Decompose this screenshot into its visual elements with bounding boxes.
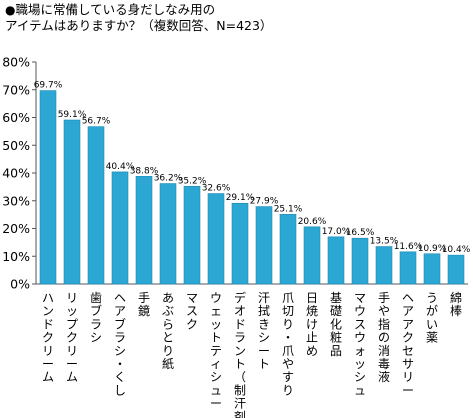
data-label: 13.5%	[370, 237, 399, 247]
data-label: 16.5%	[346, 228, 375, 238]
bar	[135, 176, 153, 285]
bar	[63, 119, 81, 285]
data-label: 32.6%	[202, 184, 231, 194]
data-label: 25.1%	[274, 204, 303, 214]
y-tick-label: 10%	[2, 249, 30, 264]
bar	[231, 202, 249, 285]
chart-title-line-2: アイテムはありますか？（複数回答、N=423）	[5, 18, 272, 34]
title-text-1: 職場に常備している身だしなみ用の	[15, 2, 216, 17]
bar	[375, 246, 393, 285]
bar	[399, 251, 417, 285]
chart-title: ●職場に常備している身だしなみ用の アイテムはありますか？（複数回答、N=423…	[5, 2, 272, 34]
title-text-2: アイテムはありますか？（複数回答、N=423）	[5, 18, 273, 33]
bar	[111, 171, 129, 285]
data-label: 59.1%	[58, 110, 87, 120]
category-label: あぶらとり紙	[162, 291, 174, 371]
data-label: 56.7%	[82, 117, 111, 127]
data-label: 11.6%	[394, 242, 423, 252]
bar	[447, 254, 465, 285]
bar	[279, 214, 297, 285]
data-label: 10.9%	[418, 244, 447, 254]
category-label: 基礎化粧品	[330, 291, 342, 358]
data-label: 27.9%	[250, 197, 279, 207]
data-label: 17.0%	[322, 227, 351, 237]
data-label: 36.2%	[154, 174, 183, 184]
y-tick-label: 60%	[2, 110, 30, 125]
category-label: デオドラント（制汗剤）	[234, 290, 246, 418]
bar	[303, 226, 321, 285]
chart-title-line-1: ●職場に常備している身だしなみ用の	[5, 2, 272, 18]
category-label: ハンドクリーム	[42, 291, 54, 384]
category-label: 手や指の消毒液	[378, 291, 390, 384]
y-tick-label: 0%	[10, 277, 30, 292]
bar	[423, 253, 441, 285]
category-label: 綿棒	[450, 291, 462, 318]
y-tick-label: 70%	[2, 82, 30, 97]
bar	[183, 186, 201, 285]
category-label: ヘアアクセサリー	[402, 291, 414, 397]
data-label: 38.8%	[130, 166, 159, 176]
y-tick-label: 40%	[2, 166, 30, 181]
bar	[87, 126, 105, 285]
bar	[351, 237, 369, 285]
bar	[39, 90, 57, 285]
y-tick-label: 30%	[2, 193, 30, 208]
bar	[255, 206, 273, 285]
category-label: うがい薬	[426, 291, 438, 345]
bullet-icon: ●	[5, 3, 16, 17]
category-label: ウェットティシュー	[210, 291, 222, 411]
bar	[159, 183, 177, 285]
bar	[207, 193, 225, 285]
category-label: 日焼け止め	[306, 291, 318, 358]
data-label: 10.4%	[442, 245, 471, 255]
category-label: 爪切り・爪やすり	[282, 291, 294, 397]
category-label: 手鏡	[138, 291, 150, 318]
data-label: 35.2%	[178, 176, 207, 186]
data-label: 69.7%	[34, 81, 63, 91]
category-label: リップクリーム	[66, 291, 78, 384]
y-tick-label: 50%	[2, 138, 30, 153]
category-label: ヘアブラシ・くし	[114, 291, 126, 397]
y-tick-label: 20%	[2, 221, 30, 236]
category-label: 汗拭きシート	[258, 291, 270, 371]
category-label: マウスウォッシュ	[354, 291, 366, 397]
y-tick-label: 80%	[2, 55, 30, 70]
bar	[327, 236, 345, 285]
category-label: 歯ブラシ	[90, 291, 102, 345]
category-label: マスク	[186, 291, 198, 331]
data-label: 20.6%	[298, 217, 327, 227]
data-label: 29.1%	[226, 193, 255, 203]
data-label: 40.4%	[106, 162, 135, 172]
